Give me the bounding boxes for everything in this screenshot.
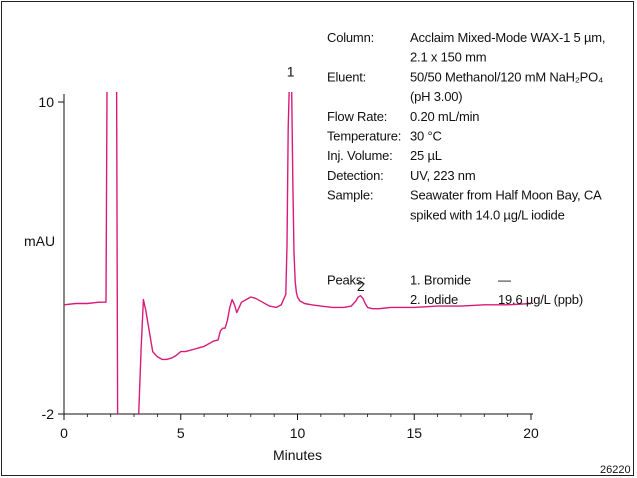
condition-label: Detection: [327, 168, 384, 183]
labels-layer: 12 [287, 64, 365, 295]
x-tick-label: 10 [290, 425, 306, 441]
peak-label: 1 [287, 64, 295, 80]
condition-value: 50/50 Methanol/120 mM NaH₂PO₄ [410, 69, 603, 84]
condition-value: spiked with 14.0 µg/L iodide [410, 207, 565, 222]
peak-amount: 19.6 µg/L (ppb) [498, 292, 583, 307]
conditions-annotation: Column: Acclaim Mixed-Mode WAX-1 5 µm, 2.1… [327, 30, 631, 476]
axes: 0 5 10 15 20 10 -2 Minutes mAU [24, 94, 539, 463]
y-axis-label: mAU [24, 233, 55, 249]
condition-label: Column: [327, 30, 374, 45]
trace-layer [64, 92, 532, 414]
condition-value: 30 °C [410, 129, 442, 144]
condition-label: Sample: [327, 188, 373, 203]
condition-label: Flow Rate: [327, 109, 387, 124]
y-tick-label: 10 [38, 94, 54, 110]
condition-value: Acclaim Mixed-Mode WAX-1 5 µm, [410, 30, 605, 45]
y-tick-label: -2 [42, 406, 55, 422]
x-axis-label: Minutes [273, 447, 322, 463]
x-tick-label: 0 [60, 425, 68, 441]
peak-label: 2 [357, 278, 365, 294]
condition-value: 0.20 mL/min [410, 109, 479, 124]
condition-value: 25 µL [410, 148, 442, 163]
peak-name: 1. Bromide [410, 272, 471, 287]
x-tick-label: 15 [406, 425, 422, 441]
condition-label: Eluent: [327, 69, 366, 84]
condition-value: Seawater from Half Moon Bay, CA [410, 188, 602, 203]
series-line-0 [64, 92, 532, 414]
peaks-label: Peaks: [327, 272, 366, 287]
x-tick-label: 20 [523, 425, 539, 441]
condition-label: Inj. Volume: [327, 148, 393, 163]
condition-label: Temperature: [327, 129, 401, 144]
condition-value: 2.1 x 150 mm [410, 50, 486, 65]
condition-value: (pH 3.00) [410, 89, 462, 104]
peak-name: 2. Iodide [410, 292, 458, 307]
figure-id: 26220 [600, 464, 631, 476]
peak-amount: — [498, 272, 511, 287]
condition-value: UV, 223 nm [410, 168, 475, 183]
x-tick-label: 5 [177, 425, 185, 441]
